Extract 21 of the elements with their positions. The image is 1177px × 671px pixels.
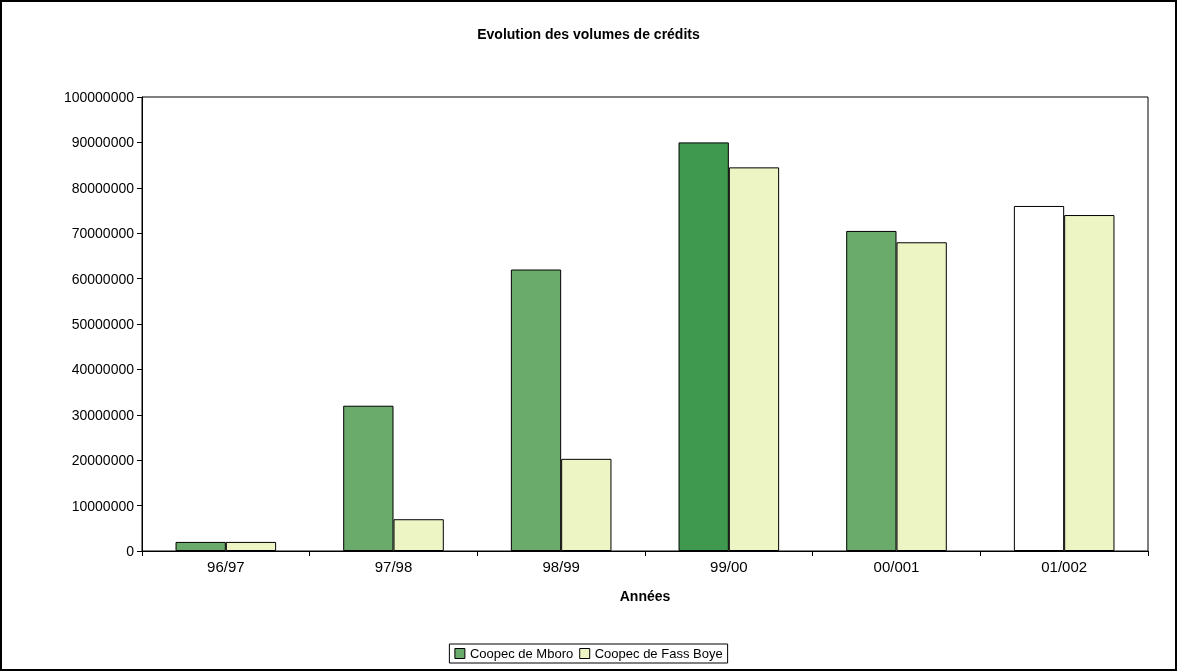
y-tick-label: 90000000 (71, 134, 135, 151)
y-tick-label: 70000000 (71, 225, 135, 242)
chart-title: Evolution des volumes de crédits (477, 26, 700, 42)
y-tick-label: 80000000 (71, 179, 135, 196)
x-tick-label: 00/001 (873, 558, 920, 575)
x-tick-label: 96/97 (207, 558, 245, 575)
x-tick-label: 01/002 (1041, 558, 1088, 575)
x-axis-title: Années (619, 588, 671, 604)
y-tick-label: 50000000 (71, 316, 135, 332)
legend-label: Coopec de Fass Boye (594, 646, 723, 661)
y-tick-label: 40000000 (71, 361, 135, 378)
legend-label: Coopec de Mboro (469, 646, 574, 661)
y-tick-label: 0 (126, 543, 135, 559)
y-tick-label: 60000000 (71, 270, 135, 287)
x-tick-label: 98/99 (542, 558, 580, 575)
y-tick-label: 20000000 (71, 452, 135, 469)
x-tick-label: 99/00 (710, 558, 748, 575)
y-tick-label: 30000000 (71, 406, 135, 423)
y-tick-label: 100000000 (63, 89, 135, 105)
y-tick-label: 10000000 (71, 497, 135, 514)
x-tick-label: 97/98 (374, 558, 413, 575)
